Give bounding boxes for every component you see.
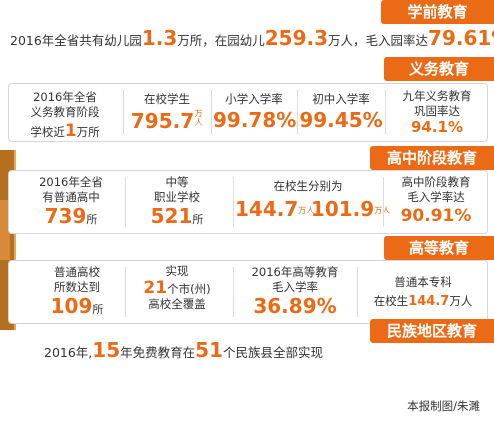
rate-line-1: 高中阶段教育 (401, 175, 471, 189)
preschool-text-1: 2016年全省共有幼儿园 (10, 33, 142, 48)
voc-value: 521 (150, 204, 193, 228)
compulsory-row: 2016年全省 义务教育阶段 学校近1万所 在校学生 795.7万人 小学入学率… (8, 83, 488, 142)
students-value: 795.7 (130, 109, 195, 133)
header-compulsory: 义务教育 (384, 57, 494, 81)
rate-value: 90.91% (400, 206, 472, 226)
compulsory-schools: 2016年全省 义务教育阶段 学校近1万所 (11, 90, 119, 142)
enroll-value-general: 144.7 (235, 197, 299, 221)
preschool-text-2: 万所，在园幼儿 (177, 33, 265, 48)
primary-label: 小学入学率 (225, 92, 283, 106)
schools-line-1: 2016年全省 (33, 90, 97, 104)
count-line-1: 普通高校 (54, 265, 100, 279)
header-higher: 高等教育 (384, 236, 494, 260)
ethnic-summary: 2016年,15年免费教育在51个民族县全部实现 (44, 338, 323, 368)
free-education-years: 15 (92, 338, 121, 362)
gen-line-1: 2016年全省 (39, 175, 103, 189)
gen-line-2: 有普通高中 (42, 190, 100, 204)
retention-line-2: 巩固率达 (414, 104, 460, 118)
cover-line-3: 高校全覆盖 (148, 297, 206, 311)
higher-row: 普通高校 所数达到 109所 实现 21个市(州) 高校全覆盖 2016年高等教… (8, 260, 488, 324)
junior-enrollment: 初中入学率 99.45% (299, 92, 383, 131)
vocational-schools: 中等 职业学校 521所 (127, 175, 227, 227)
retention-value: 94.1% (410, 118, 464, 136)
book-spine-decoration (0, 200, 10, 260)
gross-enrollment-rate: 79.61% (428, 26, 494, 50)
primary-value: 99.78% (213, 108, 297, 132)
gross-line-2: 毛入学率 (272, 280, 318, 294)
schools-line-3: 学校近1万所 (30, 121, 100, 141)
header-preschool: 学前教育 (381, 0, 494, 24)
city-coverage: 实现 21个市(州) 高校全覆盖 (127, 264, 227, 312)
junior-label: 初中入学率 (312, 92, 370, 106)
compulsory-students: 在校学生 795.7万人 (125, 92, 209, 132)
ethnic-text-1: 2016年, (44, 345, 93, 360)
ethnic-county-count: 51 (195, 338, 223, 362)
graphic-credit: 本报制图/朱濉 (407, 399, 480, 413)
rate-line-2: 毛入学率达 (407, 190, 465, 204)
ug-line-1: 普通本专科 (394, 275, 452, 289)
ethnic-text-3: 个民族县全部实现 (223, 345, 324, 360)
children-count: 259.3 (264, 26, 329, 50)
retention-line-1: 九年义务教育 (402, 89, 472, 103)
junior-value: 99.45% (299, 108, 383, 132)
gen-value: 739 (44, 204, 87, 228)
header-highschool: 高中阶段教育 (370, 146, 494, 170)
general-highschools: 2016年全省 有普通高中 739所 (23, 175, 119, 227)
ug-value: 144.7 (408, 294, 450, 309)
voc-line-2: 职业学校 (154, 190, 200, 204)
kindergarten-count: 1.3 (141, 26, 178, 50)
highschool-gross-rate: 高中阶段教育 毛入学率达 90.91% (385, 175, 487, 227)
retention-rate: 九年义务教育 巩固率达 94.1% (387, 89, 487, 136)
ethnic-text-2: 年免费教育在 (120, 345, 196, 360)
university-count: 普通高校 所数达到 109所 (35, 265, 119, 317)
students-label: 在校学生 (144, 92, 190, 106)
undergraduate-students: 普通本专科 在校生144.7万人 (359, 275, 487, 309)
highschool-row: 2016年全省 有普通高中 739所 中等 职业学校 521所 在校生分别为 1… (8, 170, 488, 234)
students-unit: 万人 (194, 109, 203, 127)
header-ethnic: 民族地区教育 (370, 319, 494, 343)
higher-gross-rate: 2016年高等教育 毛入学率 36.89% (235, 265, 355, 317)
count-value: 109 (50, 294, 93, 318)
voc-line-1: 中等 (165, 175, 189, 189)
schools-line-2: 义务教育阶段 (30, 105, 100, 119)
cover-line-1: 实现 (165, 264, 189, 278)
primary-enrollment: 小学入学率 99.78% (213, 92, 297, 132)
gross-line-1: 2016年高等教育 (251, 265, 339, 279)
enroll-value-vocational: 101.9 (310, 197, 375, 221)
enroll-label: 在校生分别为 (273, 179, 343, 193)
cover-value: 21 (143, 278, 168, 298)
preschool-summary: 2016年全省共有幼儿园1.3万所，在园幼儿259.3万人，毛入园率达79.61… (10, 26, 494, 56)
preschool-text-3: 万人，毛入园率达 (328, 33, 429, 48)
schools-value: 1 (64, 121, 77, 141)
count-line-2: 所数达到 (54, 280, 100, 294)
highschool-enrollment: 在校生分别为 144.7万人 101.9万人 (235, 179, 390, 221)
gross-value: 36.89% (253, 294, 337, 318)
